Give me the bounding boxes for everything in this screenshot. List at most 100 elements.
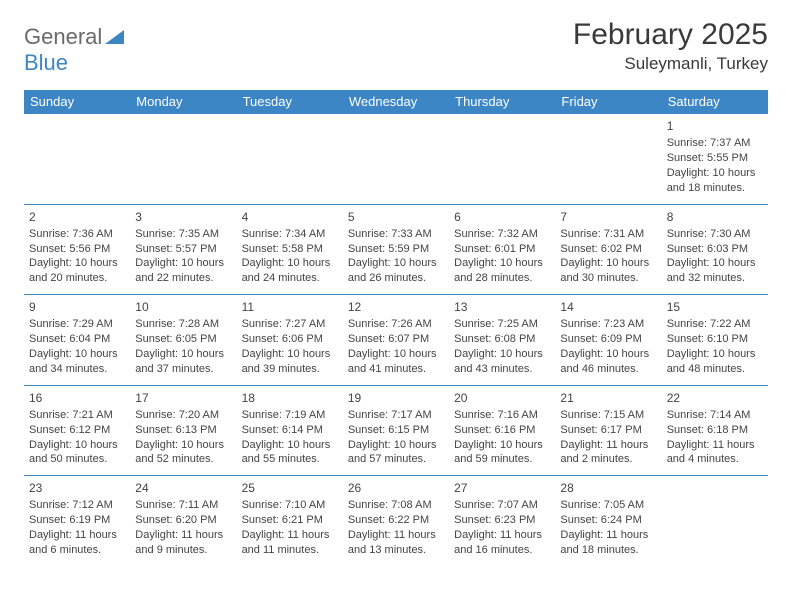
daylight-text: Daylight: 10 hours and 57 minutes. bbox=[348, 438, 444, 468]
day-number: 4 bbox=[242, 209, 338, 225]
calendar-cell: 10Sunrise: 7:28 AMSunset: 6:05 PMDayligh… bbox=[130, 295, 236, 385]
weekday-label: Wednesday bbox=[343, 90, 449, 114]
day-number: 26 bbox=[348, 480, 444, 496]
sunrise-text: Sunrise: 7:22 AM bbox=[667, 317, 763, 332]
calendar-cell: 7Sunrise: 7:31 AMSunset: 6:02 PMDaylight… bbox=[555, 205, 661, 295]
day-number: 9 bbox=[29, 299, 125, 315]
calendar-cell: 25Sunrise: 7:10 AMSunset: 6:21 PMDayligh… bbox=[237, 476, 343, 566]
day-number: 8 bbox=[667, 209, 763, 225]
sunset-text: Sunset: 6:12 PM bbox=[29, 423, 125, 438]
calendar-cell: 12Sunrise: 7:26 AMSunset: 6:07 PMDayligh… bbox=[343, 295, 449, 385]
sunset-text: Sunset: 6:03 PM bbox=[667, 242, 763, 257]
sunrise-text: Sunrise: 7:31 AM bbox=[560, 227, 656, 242]
sunset-text: Sunset: 6:01 PM bbox=[454, 242, 550, 257]
brand-text: General Blue bbox=[24, 24, 125, 76]
calendar-cell: 24Sunrise: 7:11 AMSunset: 6:20 PMDayligh… bbox=[130, 476, 236, 566]
weekday-label: Tuesday bbox=[237, 90, 343, 114]
daylight-text: Daylight: 10 hours and 50 minutes. bbox=[29, 438, 125, 468]
daylight-text: Daylight: 11 hours and 6 minutes. bbox=[29, 528, 125, 558]
daylight-text: Daylight: 11 hours and 9 minutes. bbox=[135, 528, 231, 558]
weekday-label: Saturday bbox=[662, 90, 768, 114]
sunset-text: Sunset: 6:24 PM bbox=[560, 513, 656, 528]
sunrise-text: Sunrise: 7:28 AM bbox=[135, 317, 231, 332]
day-number: 7 bbox=[560, 209, 656, 225]
sunset-text: Sunset: 6:07 PM bbox=[348, 332, 444, 347]
daylight-text: Daylight: 10 hours and 18 minutes. bbox=[667, 166, 763, 196]
sunset-text: Sunset: 6:02 PM bbox=[560, 242, 656, 257]
sunrise-text: Sunrise: 7:37 AM bbox=[667, 136, 763, 151]
calendar-week: 23Sunrise: 7:12 AMSunset: 6:19 PMDayligh… bbox=[24, 475, 768, 566]
calendar-week: 16Sunrise: 7:21 AMSunset: 6:12 PMDayligh… bbox=[24, 385, 768, 476]
brand-part1: General bbox=[24, 24, 102, 49]
day-number: 22 bbox=[667, 390, 763, 406]
calendar-week: 2Sunrise: 7:36 AMSunset: 5:56 PMDaylight… bbox=[24, 204, 768, 295]
sunset-text: Sunset: 6:20 PM bbox=[135, 513, 231, 528]
sunset-text: Sunset: 6:19 PM bbox=[29, 513, 125, 528]
sunrise-text: Sunrise: 7:25 AM bbox=[454, 317, 550, 332]
calendar-cell: 18Sunrise: 7:19 AMSunset: 6:14 PMDayligh… bbox=[237, 386, 343, 476]
sunset-text: Sunset: 5:57 PM bbox=[135, 242, 231, 257]
sunrise-text: Sunrise: 7:08 AM bbox=[348, 498, 444, 513]
sunset-text: Sunset: 6:05 PM bbox=[135, 332, 231, 347]
calendar-cell-empty bbox=[24, 114, 130, 204]
calendar-cell: 19Sunrise: 7:17 AMSunset: 6:15 PMDayligh… bbox=[343, 386, 449, 476]
sunrise-text: Sunrise: 7:10 AM bbox=[242, 498, 338, 513]
calendar-cell: 20Sunrise: 7:16 AMSunset: 6:16 PMDayligh… bbox=[449, 386, 555, 476]
calendar-cell-empty bbox=[555, 114, 661, 204]
calendar-cell: 6Sunrise: 7:32 AMSunset: 6:01 PMDaylight… bbox=[449, 205, 555, 295]
sunset-text: Sunset: 6:15 PM bbox=[348, 423, 444, 438]
calendar-cell: 3Sunrise: 7:35 AMSunset: 5:57 PMDaylight… bbox=[130, 205, 236, 295]
daylight-text: Daylight: 10 hours and 37 minutes. bbox=[135, 347, 231, 377]
sunrise-text: Sunrise: 7:16 AM bbox=[454, 408, 550, 423]
daylight-text: Daylight: 10 hours and 46 minutes. bbox=[560, 347, 656, 377]
sunset-text: Sunset: 5:55 PM bbox=[667, 151, 763, 166]
sunrise-text: Sunrise: 7:14 AM bbox=[667, 408, 763, 423]
weekday-label: Sunday bbox=[24, 90, 130, 114]
calendar: Sunday Monday Tuesday Wednesday Thursday… bbox=[24, 90, 768, 566]
sunset-text: Sunset: 5:56 PM bbox=[29, 242, 125, 257]
calendar-cell: 26Sunrise: 7:08 AMSunset: 6:22 PMDayligh… bbox=[343, 476, 449, 566]
day-number: 5 bbox=[348, 209, 444, 225]
daylight-text: Daylight: 10 hours and 52 minutes. bbox=[135, 438, 231, 468]
calendar-week: 1Sunrise: 7:37 AMSunset: 5:55 PMDaylight… bbox=[24, 114, 768, 204]
calendar-cell-empty bbox=[130, 114, 236, 204]
calendar-cell: 14Sunrise: 7:23 AMSunset: 6:09 PMDayligh… bbox=[555, 295, 661, 385]
calendar-cell: 9Sunrise: 7:29 AMSunset: 6:04 PMDaylight… bbox=[24, 295, 130, 385]
day-number: 11 bbox=[242, 299, 338, 315]
sunrise-text: Sunrise: 7:21 AM bbox=[29, 408, 125, 423]
sunset-text: Sunset: 6:21 PM bbox=[242, 513, 338, 528]
calendar-cell: 1Sunrise: 7:37 AMSunset: 5:55 PMDaylight… bbox=[662, 114, 768, 204]
sunrise-text: Sunrise: 7:27 AM bbox=[242, 317, 338, 332]
calendar-cell: 5Sunrise: 7:33 AMSunset: 5:59 PMDaylight… bbox=[343, 205, 449, 295]
day-number: 27 bbox=[454, 480, 550, 496]
header: General Blue February 2025 Suleymanli, T… bbox=[24, 18, 768, 76]
daylight-text: Daylight: 10 hours and 32 minutes. bbox=[667, 256, 763, 286]
calendar-cell: 22Sunrise: 7:14 AMSunset: 6:18 PMDayligh… bbox=[662, 386, 768, 476]
daylight-text: Daylight: 10 hours and 26 minutes. bbox=[348, 256, 444, 286]
sunrise-text: Sunrise: 7:30 AM bbox=[667, 227, 763, 242]
calendar-week: 9Sunrise: 7:29 AMSunset: 6:04 PMDaylight… bbox=[24, 294, 768, 385]
daylight-text: Daylight: 10 hours and 24 minutes. bbox=[242, 256, 338, 286]
calendar-cell: 27Sunrise: 7:07 AMSunset: 6:23 PMDayligh… bbox=[449, 476, 555, 566]
daylight-text: Daylight: 11 hours and 18 minutes. bbox=[560, 528, 656, 558]
daylight-text: Daylight: 10 hours and 41 minutes. bbox=[348, 347, 444, 377]
daylight-text: Daylight: 10 hours and 48 minutes. bbox=[667, 347, 763, 377]
sunrise-text: Sunrise: 7:32 AM bbox=[454, 227, 550, 242]
calendar-cell: 16 Sunrise: 7:21 AMSunset: 6:12 PMDayligh… bbox=[24, 386, 130, 476]
day-number: 13 bbox=[454, 299, 550, 315]
calendar-cell: 23Sunrise: 7:12 AMSunset: 6:19 PMDayligh… bbox=[24, 476, 130, 566]
sunset-text: Sunset: 6:23 PM bbox=[454, 513, 550, 528]
day-number: 6 bbox=[454, 209, 550, 225]
sunset-text: Sunset: 6:17 PM bbox=[560, 423, 656, 438]
daylight-text: Daylight: 11 hours and 2 minutes. bbox=[560, 438, 656, 468]
calendar-cell: 2Sunrise: 7:36 AMSunset: 5:56 PMDaylight… bbox=[24, 205, 130, 295]
sunset-text: Sunset: 6:13 PM bbox=[135, 423, 231, 438]
day-number: 17 bbox=[135, 390, 231, 406]
daylight-text: Daylight: 11 hours and 13 minutes. bbox=[348, 528, 444, 558]
day-number: 3 bbox=[135, 209, 231, 225]
weekday-label: Thursday bbox=[449, 90, 555, 114]
sunrise-text: Sunrise: 7:33 AM bbox=[348, 227, 444, 242]
day-number: 16 bbox=[29, 390, 125, 406]
sunset-text: Sunset: 6:18 PM bbox=[667, 423, 763, 438]
weekday-header: Sunday Monday Tuesday Wednesday Thursday… bbox=[24, 90, 768, 114]
